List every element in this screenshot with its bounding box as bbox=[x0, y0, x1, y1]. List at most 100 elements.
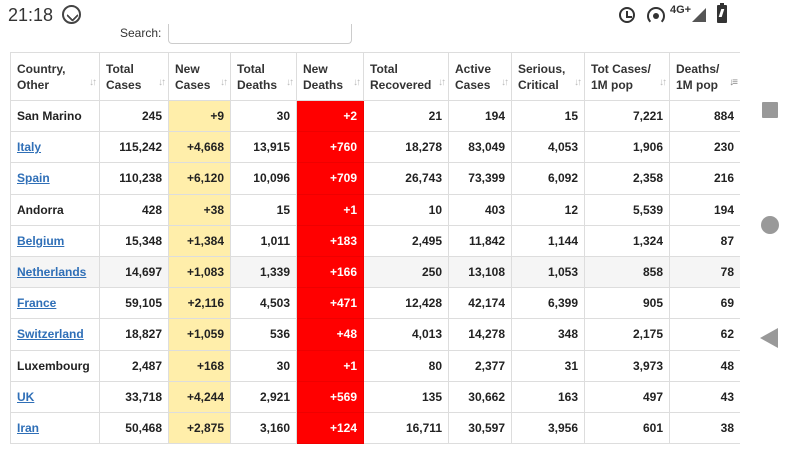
cases-per-1m-cell: 7,221 bbox=[584, 99, 670, 133]
sort-icon[interactable]: ↓↑ bbox=[286, 77, 294, 88]
new-deaths-cell: +569 bbox=[296, 380, 364, 413]
sort-icon[interactable]: ↓≡ bbox=[729, 77, 738, 88]
column-header[interactable]: Country, Other ↓↑ bbox=[10, 52, 100, 101]
column-header[interactable]: Total Deaths ↓↑ bbox=[230, 52, 297, 101]
column-header-line1: New bbox=[303, 61, 328, 76]
deaths-per-1m-cell: 194 bbox=[669, 193, 740, 226]
active-cases-cell: 14,278 bbox=[448, 318, 512, 351]
cases-per-1m-cell: 2,358 bbox=[584, 162, 670, 195]
country-cell[interactable]: France bbox=[10, 287, 100, 320]
table-row: Iran 50,468 +2,875 3,160 +124 16,711 30,597 3,9… bbox=[10, 411, 740, 445]
country-link[interactable]: Iran bbox=[17, 420, 40, 435]
recent-apps-icon[interactable] bbox=[762, 102, 778, 118]
total-cases-cell: 59,105 bbox=[99, 287, 169, 320]
serious-critical-cell: 4,053 bbox=[511, 131, 585, 164]
status-bar: 21:18 4G+ bbox=[0, 0, 740, 30]
country-cell: Andorra bbox=[10, 193, 100, 226]
table-row: Spain 110,238 +6,120 10,096 +709 26,743 73,399… bbox=[10, 162, 740, 195]
sort-icon[interactable]: ↓↑ bbox=[501, 77, 509, 88]
active-cases-cell: 42,174 bbox=[448, 287, 512, 320]
sort-icon[interactable]: ↓↑ bbox=[659, 77, 667, 88]
country-link[interactable]: UK bbox=[17, 389, 35, 404]
country-link[interactable]: Belgium bbox=[17, 233, 65, 248]
country-cell[interactable]: Spain bbox=[10, 162, 100, 195]
country-link[interactable]: Italy bbox=[17, 140, 42, 155]
table-row: Andorra 428 +38 15 +1 10 403 12 5,539 194 bbox=[10, 193, 740, 226]
country-name: Andorra bbox=[17, 202, 64, 217]
country-link[interactable]: Spain bbox=[17, 171, 50, 186]
country-link[interactable]: Switzerland bbox=[17, 327, 84, 342]
total-deaths-cell: 2,921 bbox=[230, 380, 297, 413]
table-row: UK 33,718 +4,244 2,921 +569 135 30,662 163 497 43 bbox=[10, 380, 740, 413]
serious-critical-cell: 3,956 bbox=[511, 411, 585, 445]
new-cases-cell: +2,875 bbox=[168, 411, 231, 445]
total-recovered-cell: 4,013 bbox=[363, 318, 449, 351]
sort-icon[interactable]: ↓↑ bbox=[220, 77, 228, 88]
country-cell[interactable]: Netherlands bbox=[10, 255, 100, 289]
new-deaths-cell: +760 bbox=[296, 131, 364, 164]
serious-critical-cell: 1,144 bbox=[511, 224, 585, 257]
deaths-per-1m-cell: 87 bbox=[669, 224, 740, 257]
country-link[interactable]: Netherlands bbox=[17, 265, 87, 280]
new-cases-cell: +6,120 bbox=[168, 162, 231, 195]
total-recovered-cell: 2,495 bbox=[363, 224, 449, 257]
column-header[interactable]: Total Cases ↓↑ bbox=[99, 52, 169, 101]
covid-stats-table: Country, Other ↓↑ Total Cases ↓↑ New Cases ↓↑ Tot… bbox=[10, 52, 740, 445]
signal-icon bbox=[692, 8, 706, 22]
active-cases-cell: 403 bbox=[448, 193, 512, 226]
new-deaths-cell: +1 bbox=[296, 349, 364, 382]
column-header-line2: Cases bbox=[175, 77, 211, 92]
active-cases-cell: 194 bbox=[448, 99, 512, 133]
active-cases-cell: 2,377 bbox=[448, 349, 512, 382]
sort-icon[interactable]: ↓↑ bbox=[574, 77, 582, 88]
hotspot-icon bbox=[647, 7, 665, 25]
column-header[interactable]: Total Recovered ↓↑ bbox=[363, 52, 449, 101]
covid-stats-table-container[interactable]: Country, Other ↓↑ Total Cases ↓↑ New Cases ↓↑ Tot… bbox=[10, 52, 740, 450]
total-cases-cell: 50,468 bbox=[99, 411, 169, 445]
column-header[interactable]: Active Cases ↓↑ bbox=[448, 52, 512, 101]
total-cases-cell: 2,487 bbox=[99, 349, 169, 382]
column-header[interactable]: Tot Cases/1M pop ↓↑ bbox=[584, 52, 670, 101]
new-deaths-cell: +709 bbox=[296, 162, 364, 195]
country-link[interactable]: France bbox=[17, 296, 57, 311]
total-recovered-cell: 26,743 bbox=[363, 162, 449, 195]
column-header-line1: Total bbox=[370, 61, 398, 76]
column-header[interactable]: New Deaths ↓↑ bbox=[296, 52, 364, 101]
total-deaths-cell: 30 bbox=[230, 99, 297, 133]
total-recovered-cell: 80 bbox=[363, 349, 449, 382]
total-cases-cell: 428 bbox=[99, 193, 169, 226]
country-cell[interactable]: Iran bbox=[10, 411, 100, 445]
column-header-line2: 1M pop bbox=[591, 77, 633, 92]
column-header-line1: Serious, bbox=[518, 61, 566, 76]
total-recovered-cell: 10 bbox=[363, 193, 449, 226]
country-cell[interactable]: Switzerland bbox=[10, 318, 100, 351]
sort-icon[interactable]: ↓↑ bbox=[438, 77, 446, 88]
country-cell[interactable]: Belgium bbox=[10, 224, 100, 257]
new-cases-cell: +1,083 bbox=[168, 255, 231, 289]
column-header[interactable]: Serious, Critical ↓↑ bbox=[511, 52, 585, 101]
search-input[interactable] bbox=[168, 24, 352, 44]
search-area: Search: bbox=[0, 24, 740, 46]
country-cell[interactable]: UK bbox=[10, 380, 100, 413]
country-cell[interactable]: Italy bbox=[10, 131, 100, 164]
new-cases-cell: +1,384 bbox=[168, 224, 231, 257]
serious-critical-cell: 12 bbox=[511, 193, 585, 226]
total-cases-cell: 15,348 bbox=[99, 224, 169, 257]
new-deaths-cell: +1 bbox=[296, 193, 364, 226]
sort-icon[interactable]: ↓↑ bbox=[158, 77, 166, 88]
network-type: 4G+ bbox=[670, 4, 692, 16]
column-header[interactable]: Deaths/1M pop ↓≡ bbox=[669, 52, 740, 101]
column-header-line2: Deaths bbox=[303, 77, 344, 92]
column-header[interactable]: New Cases ↓↑ bbox=[168, 52, 231, 101]
cases-per-1m-cell: 905 bbox=[584, 287, 670, 320]
new-deaths-cell: +48 bbox=[296, 318, 364, 351]
total-deaths-cell: 4,503 bbox=[230, 287, 297, 320]
sort-icon[interactable]: ↓↑ bbox=[353, 77, 361, 88]
new-deaths-cell: +2 bbox=[296, 99, 364, 133]
back-icon[interactable] bbox=[760, 328, 778, 348]
total-deaths-cell: 13,915 bbox=[230, 131, 297, 164]
home-icon[interactable] bbox=[761, 216, 779, 234]
new-deaths-cell: +166 bbox=[296, 255, 364, 289]
sort-icon[interactable]: ↓↑ bbox=[89, 77, 97, 88]
new-cases-cell: +38 bbox=[168, 193, 231, 226]
